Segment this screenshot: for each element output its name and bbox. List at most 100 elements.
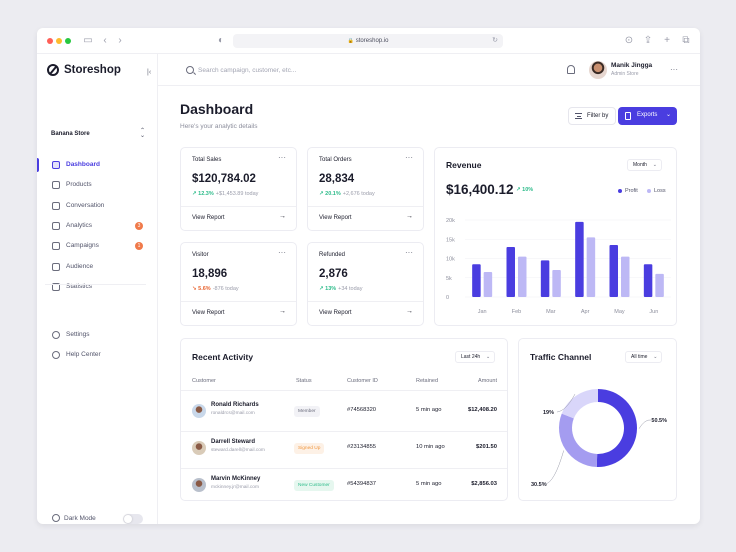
slice-direct[interactable] [596,389,637,467]
back-icon[interactable]: ‹ [103,35,107,46]
amount: $2,856.03 [471,481,497,487]
sidebar-item-products[interactable]: Products [37,178,157,192]
sidebar-item-settings[interactable]: Settings [37,328,157,342]
sidebar-item-audience[interactable]: Audience [37,260,157,274]
column-retained: Retained [416,378,439,384]
slice-organic[interactable] [559,413,598,467]
address-bar[interactable]: 🔒 storeshop.io ↻ [233,34,503,48]
sidebar-item-statistics[interactable]: Statistics [37,280,157,294]
dark-mode-label: Dark Mode [64,515,96,522]
arrow-right-icon[interactable]: → [406,308,413,315]
bar-profit-mar[interactable] [540,260,550,297]
customer-name: Marvin McKinney [211,476,261,482]
close-window-dot[interactable] [47,38,53,44]
customer-email: ronaldrcs@mail.com [211,411,255,416]
slice-leader-line [556,393,576,413]
trend-down-icon: ↘ [192,286,199,292]
view-report-link[interactable]: View Report [192,215,225,221]
search-input[interactable] [198,64,398,76]
column-amount: Amount [478,378,497,384]
table-divider [181,468,507,469]
sidebar-toggle-icon[interactable]: ▭ [83,35,93,46]
sidebar-item-help-center[interactable]: Help Center [37,348,157,362]
stat-delta: ↘ 5.6% -876 today [192,286,239,292]
total-orders-card: Total Orders ··· 28,834 ↗ 20.1% +2,676 today… [307,147,424,231]
customer-id: #54394837 [347,481,377,487]
avatar[interactable] [589,61,607,79]
x-tick-label: Jun [649,309,658,315]
view-report-link[interactable]: View Report [319,215,352,221]
bar-loss-may[interactable] [621,256,630,297]
activity-period-select[interactable]: Last 24h ⌄ [455,351,496,363]
tabs-overview-icon[interactable]: ⧉ [682,35,690,46]
bar-profit-may[interactable] [609,245,619,297]
more-options-icon[interactable]: ··· [670,65,678,74]
revenue-period-select[interactable]: Month ⌄ [627,159,662,171]
sidebar-item-dashboard[interactable]: Dashboard [37,158,157,172]
lock-icon: 🔒 [347,38,354,44]
table-divider [181,390,507,391]
bar-profit-jun[interactable] [643,264,653,297]
sidebar-item-campaigns[interactable]: Campaigns 1 [37,239,157,253]
table-row[interactable]: Marvin McKinney mckinney.jr@mail.com New C… [181,471,507,501]
trend-up-icon: ↗ [319,191,326,197]
bar-profit-apr[interactable] [575,221,584,297]
bar-loss-jan[interactable] [483,271,493,297]
bar-loss-feb[interactable] [518,256,527,297]
revenue-delta-value: 10% [522,187,534,193]
bar-profit-jan[interactable] [472,264,481,297]
view-report-link[interactable]: View Report [192,310,225,316]
minimize-window-dot[interactable] [56,38,62,44]
chevron-updown-icon: ⌃ ⌄ [139,128,145,139]
sidebar-item-label: Settings [66,331,90,338]
moon-icon [52,514,60,522]
bar-loss-mar[interactable] [552,270,561,297]
more-options-icon[interactable]: ··· [405,153,413,162]
arrow-right-icon[interactable]: → [406,213,413,220]
more-options-icon[interactable]: ··· [278,248,286,257]
sidebar-badge: 3 [135,221,143,230]
sidebar-item-label: Campaigns [66,242,99,250]
traffic-period-select[interactable]: All time ⌄ [625,351,663,363]
new-tab-icon[interactable]: + [664,35,670,46]
maximize-window-dot[interactable] [65,38,71,44]
card-divider [181,206,296,207]
sidebar-item-analytics[interactable]: Analytics 3 [37,219,157,233]
activity-title: Recent Activity [192,352,254,362]
slice-label: 50.5% [651,418,667,424]
shield-icon[interactable]: ◐ [217,35,225,46]
page-title: Dashboard [180,101,254,117]
store-selector[interactable]: Banana Store ⌃ ⌄ [51,128,145,139]
table-row[interactable]: Ronald Richards ronaldrcs@mail.com Member #… [181,397,507,427]
forward-icon[interactable]: › [118,35,122,46]
slice-leader-line [544,450,564,485]
sidebar-item-conversation[interactable]: Conversation [37,199,157,213]
logo[interactable]: Storeshop [47,64,121,76]
bar-profit-feb[interactable] [506,246,516,297]
view-report-link[interactable]: View Report [319,310,352,316]
more-options-icon[interactable]: ··· [278,153,286,162]
document-icon [625,112,631,120]
chevron-down-icon: ⌄ [666,112,672,118]
refunded-card: Refunded ··· 2,876 ↗ 13% +34 today View Repor… [307,242,424,326]
reload-icon[interactable]: ↻ [492,37,498,44]
bar-loss-jun[interactable] [655,273,664,297]
filter-button[interactable]: Filter by [568,107,616,125]
dark-mode-toggle[interactable] [123,514,143,524]
sidebar-item-label: Dashboard [66,161,100,168]
y-tick-label: 15k [446,237,455,243]
bar-loss-apr[interactable] [586,237,596,297]
slice-referal[interactable] [561,389,598,419]
arrow-right-icon[interactable]: → [279,213,286,220]
export-button[interactable]: Exports ⌄ [618,107,677,125]
arrow-right-icon[interactable]: → [279,308,286,315]
bell-icon[interactable] [567,65,575,74]
status-badge: Signed Up [294,443,325,454]
download-icon[interactable]: ⊙ [624,35,634,46]
share-icon[interactable]: ⇪ [643,35,653,46]
collapse-sidebar-icon[interactable]: |‹ [147,69,152,76]
table-row[interactable]: Darrell Steward steward.darell@mail.com Si… [181,434,507,464]
traffic-channel-card: Traffic Channel All time⌄ 50.5%30.5%19%D… [518,338,677,501]
more-options-icon[interactable]: ··· [405,248,413,257]
sidebar-item-label: Products [66,181,92,189]
